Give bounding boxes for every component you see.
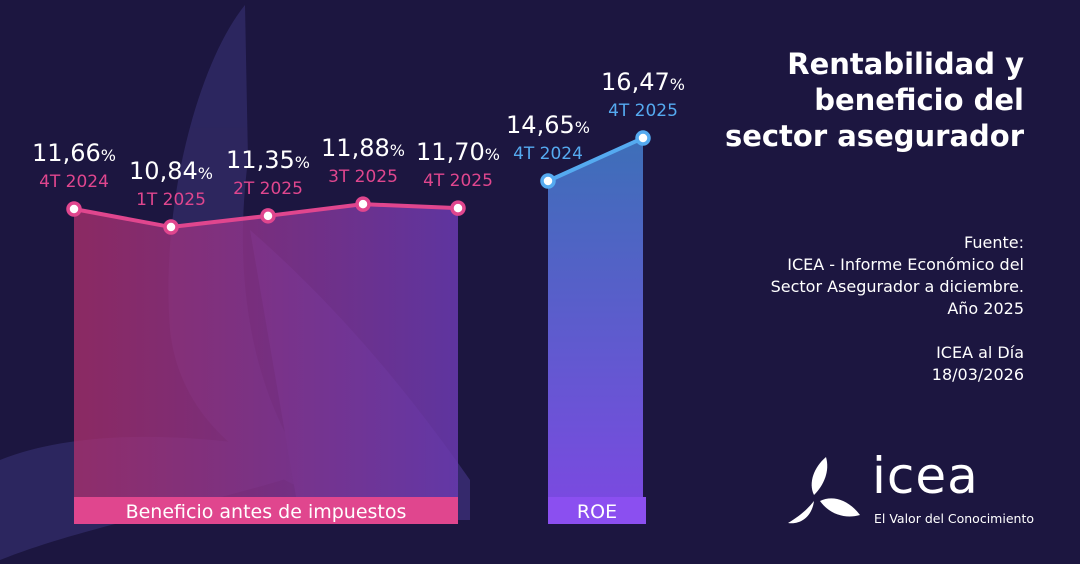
unit-label: % xyxy=(198,164,213,183)
page-title: Rentabilidad y beneficio del sector aseg… xyxy=(694,46,1024,154)
unit-label: % xyxy=(295,153,310,172)
series-area xyxy=(548,138,643,500)
data-point xyxy=(355,196,371,212)
title-line: Rentabilidad y xyxy=(787,47,1024,81)
series-area xyxy=(74,204,458,500)
source-label: Fuente: xyxy=(964,233,1024,252)
category-label: 3T 2025 xyxy=(328,167,398,187)
unit-label: % xyxy=(670,75,685,94)
category-label: 4T 2025 xyxy=(608,101,678,121)
icea-logo: icea El Valor del Conocimiento xyxy=(786,447,1046,535)
source-line: Sector Asegurador a diciembre. xyxy=(770,277,1024,296)
unit-label: % xyxy=(575,118,590,137)
source-line: ICEA - Informe Económico del xyxy=(787,255,1024,274)
unit-label: % xyxy=(485,145,500,164)
data-point xyxy=(66,201,82,217)
data-label: 11,70% xyxy=(416,138,500,166)
data-point xyxy=(163,219,179,235)
category-label: 4T 2025 xyxy=(423,171,493,191)
data-point xyxy=(635,130,651,146)
title-line: sector asegurador xyxy=(724,119,1024,153)
publication-date: 18/03/2026 xyxy=(931,365,1024,384)
logo-tagline: El Valor del Conocimiento xyxy=(874,511,1034,526)
data-point xyxy=(260,208,276,224)
source-line: Año 2025 xyxy=(947,299,1024,318)
data-label: 14,65% xyxy=(506,111,590,139)
unit-label: % xyxy=(390,141,405,160)
series-label-bar xyxy=(548,497,646,524)
icea-leaf-icon xyxy=(788,457,860,524)
category-label: 1T 2025 xyxy=(136,190,206,210)
data-label: 11,35% xyxy=(226,146,310,174)
data-point xyxy=(540,173,556,189)
unit-label: % xyxy=(101,146,116,165)
category-label: 4T 2024 xyxy=(513,144,583,164)
data-point xyxy=(450,200,466,216)
series-line xyxy=(547,136,644,183)
category-label: 2T 2025 xyxy=(233,179,303,199)
series-name: ROE xyxy=(577,501,617,523)
series-name: Beneficio antes de impuestos xyxy=(126,501,407,523)
logo-wordmark: icea xyxy=(872,447,979,505)
series-label-bar xyxy=(74,497,458,524)
publication-name: ICEA al Día xyxy=(936,343,1024,362)
data-label: 16,47% xyxy=(601,68,685,96)
source-note: Fuente: ICEA - Informe Económico del Sec… xyxy=(704,232,1024,386)
category-label: 4T 2024 xyxy=(39,172,109,192)
data-label: 11,88% xyxy=(321,134,405,162)
title-line: beneficio del xyxy=(814,83,1024,117)
data-label: 11,66% xyxy=(32,139,116,167)
